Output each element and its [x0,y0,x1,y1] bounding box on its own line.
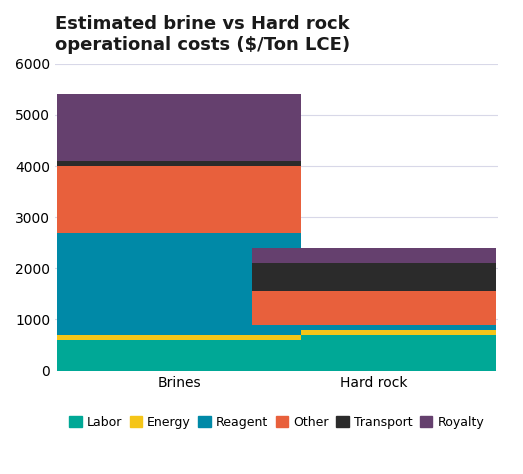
Bar [57,340,301,371]
Bar [57,166,301,233]
Bar [252,325,496,330]
Bar [252,330,496,335]
Bar [57,161,301,166]
Bar [252,335,496,371]
Text: Estimated brine vs Hard rock
operational costs ($/Ton LCE): Estimated brine vs Hard rock operational… [55,15,350,54]
Bar [252,292,496,325]
Bar [252,263,496,292]
Bar [57,335,301,340]
Bar [57,94,301,161]
Bar [252,248,496,263]
Bar [57,233,301,335]
Legend: Labor, Energy, Reagent, Other, Transport, Royalty: Labor, Energy, Reagent, Other, Transport… [64,410,489,434]
